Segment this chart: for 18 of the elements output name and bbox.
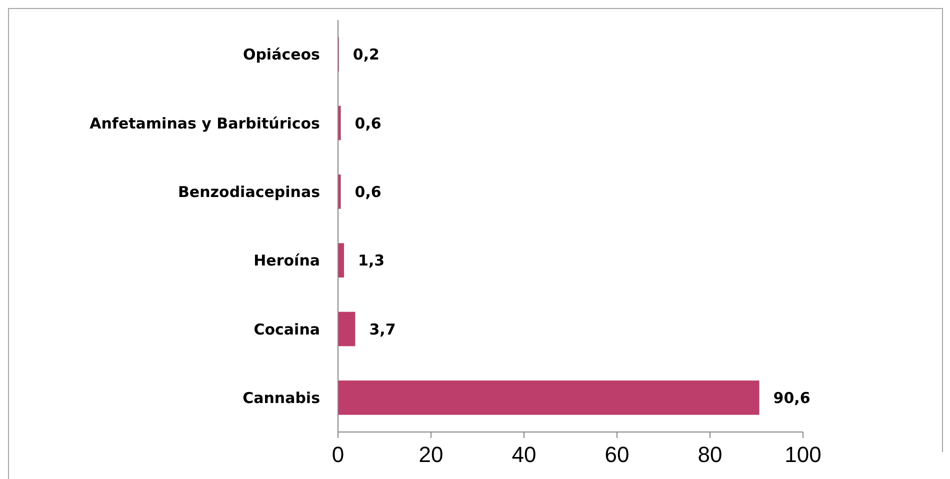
data-label: 1,3 (358, 252, 385, 270)
data-label: 0,6 (354, 182, 382, 201)
y-tick-label: Cannabis (242, 388, 320, 407)
y-tick-label: Anfetaminas y Barbitúricos (90, 114, 320, 132)
x-tick-label: 80 (698, 442, 722, 467)
x-tick-label: 100 (784, 442, 822, 467)
data-label: 3,7 (369, 320, 396, 338)
data-label: 0,2 (352, 46, 380, 64)
x-tick-label: 0 (332, 442, 344, 467)
x-tick-label: 20 (418, 442, 444, 467)
x-tick-label: 40 (512, 442, 536, 467)
x-tick-label: 60 (604, 442, 630, 467)
data-label: 0,6 (354, 114, 382, 132)
y-tick-label: Heroína (254, 252, 320, 270)
y-tick-label: Opiáceos (242, 46, 320, 64)
y-tick-label: Cocaina (254, 320, 320, 338)
y-tick-label: Benzodiacepinas (178, 182, 320, 201)
data-label: 90,6 (773, 388, 810, 407)
